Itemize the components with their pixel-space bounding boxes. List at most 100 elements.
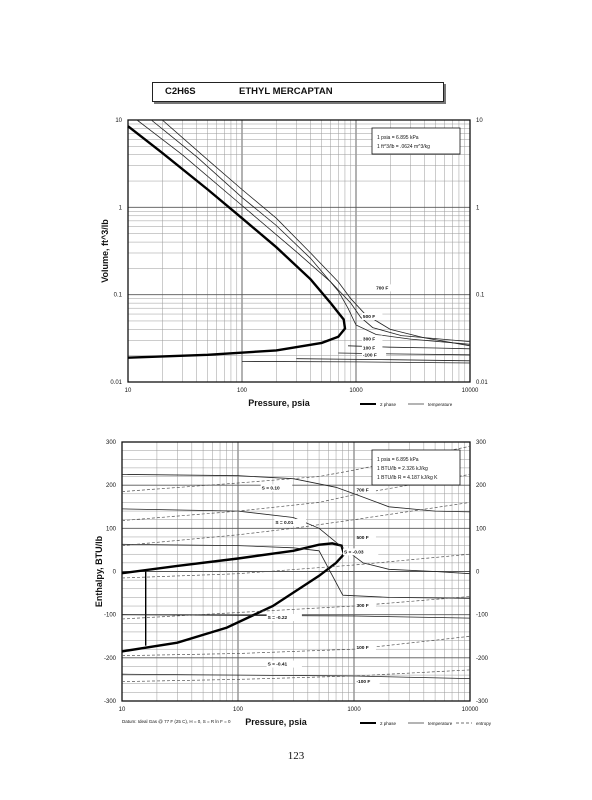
annotation-bg xyxy=(361,335,383,343)
legend-label: entropy xyxy=(476,721,492,726)
conversion-box xyxy=(371,449,461,486)
x-tick-label: 10 xyxy=(125,388,132,394)
isotherm-curve xyxy=(121,543,471,599)
legend-label: 2 phase xyxy=(380,402,397,407)
y-tick-label-right: 200 xyxy=(476,483,487,489)
y-tick-label-left: -100 xyxy=(104,613,117,619)
x-axis-label: Pressure, psia xyxy=(248,398,311,408)
x-tick-label: 10000 xyxy=(462,707,479,713)
annotation-bg xyxy=(355,486,376,494)
y-tick-label-left: 100 xyxy=(106,526,117,532)
isotherm-curve xyxy=(121,474,471,513)
conversion-text: 1 ft^3/lb = .0624 m^3/kg xyxy=(377,144,430,150)
curve-label: 300 F xyxy=(356,603,368,609)
isotherm-curve xyxy=(121,614,471,619)
y-tick-label-right: 100 xyxy=(476,526,487,532)
curve-label: S = -0.41 xyxy=(268,662,288,668)
y-tick-label-left: 10 xyxy=(115,118,122,124)
conversion-box xyxy=(371,127,461,155)
y-tick-label-left: -200 xyxy=(104,656,117,662)
y-tick-label-right: 300 xyxy=(476,440,487,446)
chart-title-box: C2H6S ETHYL MERCAPTAN xyxy=(152,82,444,102)
entropy-curve xyxy=(121,596,471,620)
y-tick-label-left: 300 xyxy=(106,440,117,446)
curve-label: 300 F xyxy=(363,336,375,342)
curve-label: S = 0.10 xyxy=(262,485,280,491)
conversion-text: 1 psia = 6.895 kPa xyxy=(377,457,419,463)
entropy-curve xyxy=(121,553,471,579)
curve-label: 500 F xyxy=(356,535,368,541)
x-tick-label: 100 xyxy=(233,707,244,713)
y-tick-label-right: -100 xyxy=(476,613,489,619)
entropy-curve xyxy=(121,669,471,682)
y-tick-label-left: 200 xyxy=(106,483,117,489)
y-tick-label-right: 0.01 xyxy=(476,380,488,386)
curve-label: S = -0.22 xyxy=(268,615,288,621)
y-tick-label-left: 0 xyxy=(113,570,117,576)
x-tick-label: 1000 xyxy=(347,707,361,713)
y-tick-label-left: -300 xyxy=(104,699,117,705)
isotherm-curve xyxy=(151,119,471,345)
y-tick-label-right: -300 xyxy=(476,699,489,705)
y-tick-label-left: 1 xyxy=(119,205,123,211)
curve-label: -100 F xyxy=(363,353,377,359)
y-tick-label-right: -200 xyxy=(476,656,489,662)
plot-frame xyxy=(121,441,471,702)
curve-label: -100 F xyxy=(356,679,370,685)
y-tick-label-right: 10 xyxy=(476,118,483,124)
annotation-bg xyxy=(361,313,383,321)
conversion-text: 1 psia = 6.895 kPa xyxy=(377,135,419,141)
curve-label: 100 F xyxy=(356,645,368,651)
curve-label: 700 F xyxy=(376,285,388,291)
entropy-curve xyxy=(121,502,471,546)
curve-label: 100 F xyxy=(363,346,375,352)
y-tick-label-right: 0 xyxy=(476,570,480,576)
entropy-curve xyxy=(121,474,471,521)
curve-label: S = -0.03 xyxy=(344,549,364,555)
legend-label: temperature xyxy=(428,402,453,407)
conversion-text: 1 BTU/lb = 2.326 kJ/kg xyxy=(377,466,428,472)
datum-note: Datum: Ideal Gas @ 77 F (25 C), H = 0, S… xyxy=(122,719,231,724)
annotation-bg xyxy=(355,601,376,609)
enthalpy-chart: S = 0.10 S = 0.01 S = -0.03 S = -0.22 S = -0… xyxy=(94,440,492,727)
curve-label: 700 F xyxy=(356,488,368,494)
y-axis-label: Volume, ft^3/lb xyxy=(100,219,110,283)
annotation-bg xyxy=(375,284,396,292)
isotherm-curve xyxy=(241,361,471,364)
y-axis-label: Enthalpy, BTU/lb xyxy=(94,535,104,607)
annotation-bg xyxy=(361,344,383,352)
x-tick-label: 1000 xyxy=(349,388,363,394)
x-axis-label: Pressure, psia xyxy=(245,717,308,727)
conversion-text: 1 BTU/lb R = 4.187 kJ/kg K xyxy=(377,475,438,481)
curve-label: S = 0.01 xyxy=(275,520,293,526)
phase-curve xyxy=(121,542,346,653)
annotation-bg xyxy=(355,677,380,685)
y-tick-label-left: 0.01 xyxy=(110,380,122,386)
y-tick-label-left: 0.1 xyxy=(114,293,123,299)
x-tick-label: 10 xyxy=(119,707,126,713)
annotation-bg xyxy=(355,534,376,542)
annotation-bg xyxy=(355,644,376,652)
phase-curve xyxy=(127,125,347,359)
annotation-bg xyxy=(266,613,302,621)
annotation-bg xyxy=(343,548,379,556)
annotation-bg xyxy=(260,484,293,492)
isotherm-curve xyxy=(338,352,471,356)
x-tick-label: 100 xyxy=(237,388,248,394)
annotation-bg xyxy=(361,351,387,359)
y-tick-label-right: 0.1 xyxy=(476,293,485,299)
legend-label: temperature xyxy=(428,721,453,726)
chemical-formula: C2H6S xyxy=(165,86,196,97)
annotation-bg xyxy=(266,660,302,668)
page-number: 123 xyxy=(287,750,305,762)
entropy-curve xyxy=(121,635,471,657)
plot-frame xyxy=(127,119,471,383)
isotherm-curve xyxy=(296,358,471,362)
isotherm-curve xyxy=(121,508,471,575)
isotherm-curve xyxy=(136,119,471,342)
legend-label: 2 phase xyxy=(380,721,397,726)
x-tick-label: 10000 xyxy=(462,388,479,394)
compound-name: ETHYL MERCAPTAN xyxy=(239,86,333,97)
volume-chart: 700 F 500 F 300 F 100 F-100 F 10 100 1000 10000… xyxy=(100,118,488,408)
curve-label: 500 F xyxy=(363,314,375,320)
